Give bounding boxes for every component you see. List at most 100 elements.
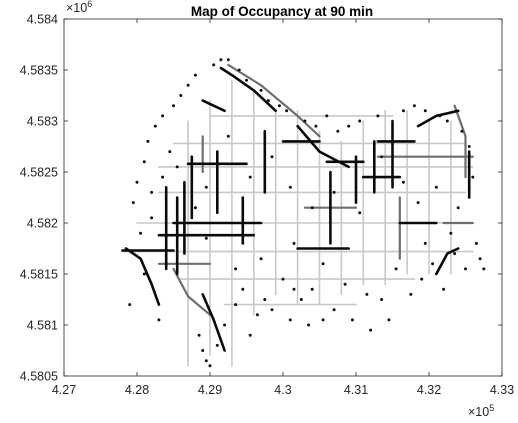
data-point	[142, 160, 146, 164]
data-point	[423, 109, 427, 113]
data-point	[350, 318, 354, 322]
data-point	[442, 287, 446, 291]
data-point	[478, 257, 482, 261]
data-point	[142, 272, 146, 276]
data-point	[255, 313, 259, 317]
data-point	[464, 267, 467, 271]
street-segment	[227, 63, 321, 138]
street-segment	[453, 104, 467, 179]
data-point	[157, 318, 161, 322]
data-point	[299, 298, 303, 301]
data-point	[248, 175, 252, 179]
street-segment	[201, 293, 226, 352]
map-layer	[121, 58, 486, 368]
data-point	[259, 88, 263, 92]
data-point	[387, 318, 391, 322]
street-segment	[219, 66, 278, 113]
data-point	[226, 58, 230, 62]
data-point	[431, 262, 435, 266]
data-point	[259, 257, 263, 261]
data-point	[266, 99, 270, 103]
x-exponent-power: 5	[489, 403, 494, 413]
data-point	[153, 124, 157, 128]
data-point	[416, 201, 420, 205]
data-point	[471, 175, 475, 179]
data-point	[285, 109, 289, 113]
data-point	[445, 119, 449, 123]
data-point	[482, 267, 486, 271]
x-tick-label: 4.28	[125, 383, 149, 397]
data-point	[161, 175, 165, 179]
data-point	[234, 303, 238, 307]
data-point	[223, 323, 227, 327]
y-ticks: 4.5805 4.581 4.5815 4.582 4.5825 4.583 4.5835 4…	[20, 13, 502, 384]
data-point	[281, 277, 285, 281]
data-point	[248, 333, 252, 337]
data-point	[292, 287, 296, 291]
data-point	[453, 252, 457, 256]
data-point	[197, 333, 201, 337]
street-segment	[416, 109, 460, 128]
data-point	[150, 216, 154, 220]
data-point	[135, 180, 139, 184]
data-point	[449, 231, 453, 235]
data-point	[314, 124, 318, 128]
data-point	[237, 68, 241, 72]
y-tick-label: 4.582	[27, 217, 58, 231]
data-point	[208, 364, 212, 368]
data-point	[332, 308, 336, 312]
data-point	[175, 165, 179, 169]
data-point	[234, 267, 238, 271]
data-point	[131, 201, 135, 205]
data-point	[204, 185, 208, 189]
data-point	[179, 94, 183, 97]
data-point	[277, 104, 281, 108]
x-tick-label: 4.27	[52, 383, 76, 397]
data-point	[332, 190, 336, 194]
x-tick-label: 4.31	[344, 383, 368, 397]
data-point	[186, 83, 190, 87]
y-tick-label: 4.5815	[20, 268, 58, 282]
data-point	[201, 349, 205, 352]
y-tick-label: 4.5805	[20, 370, 58, 384]
data-point	[245, 78, 248, 82]
data-point	[434, 185, 438, 189]
street-segment	[172, 267, 212, 316]
y-tick-label: 4.5825	[20, 166, 58, 180]
data-point	[270, 308, 274, 312]
data-point	[215, 343, 219, 347]
y-exponent-power: 6	[87, 0, 92, 9]
y-exponent-base: ×10	[66, 1, 87, 15]
data-point	[193, 73, 197, 77]
data-point	[204, 359, 208, 363]
data-point	[438, 114, 442, 118]
data-point	[420, 277, 424, 281]
data-point	[303, 119, 307, 123]
y-tick-label: 4.583	[27, 115, 58, 129]
data-point	[325, 114, 329, 118]
data-point	[161, 114, 165, 118]
street-segment	[296, 124, 351, 169]
data-point	[307, 323, 311, 327]
data-point	[128, 303, 132, 307]
data-point	[474, 241, 478, 245]
data-point	[401, 109, 405, 113]
data-point	[409, 292, 413, 296]
data-point	[423, 241, 427, 245]
data-point	[146, 139, 150, 143]
x-tick-label: 4.29	[198, 383, 222, 397]
street-segment	[434, 247, 460, 276]
data-point	[310, 206, 314, 210]
data-point	[172, 104, 175, 108]
data-point	[369, 328, 373, 332]
data-point	[394, 267, 398, 271]
y-tick-label: 4.581	[27, 319, 58, 333]
data-point	[336, 129, 340, 133]
street-segment	[201, 99, 226, 113]
data-point	[456, 206, 460, 210]
data-point	[380, 298, 384, 301]
street-segment	[124, 247, 161, 306]
data-point	[310, 287, 314, 291]
data-point	[460, 129, 464, 133]
